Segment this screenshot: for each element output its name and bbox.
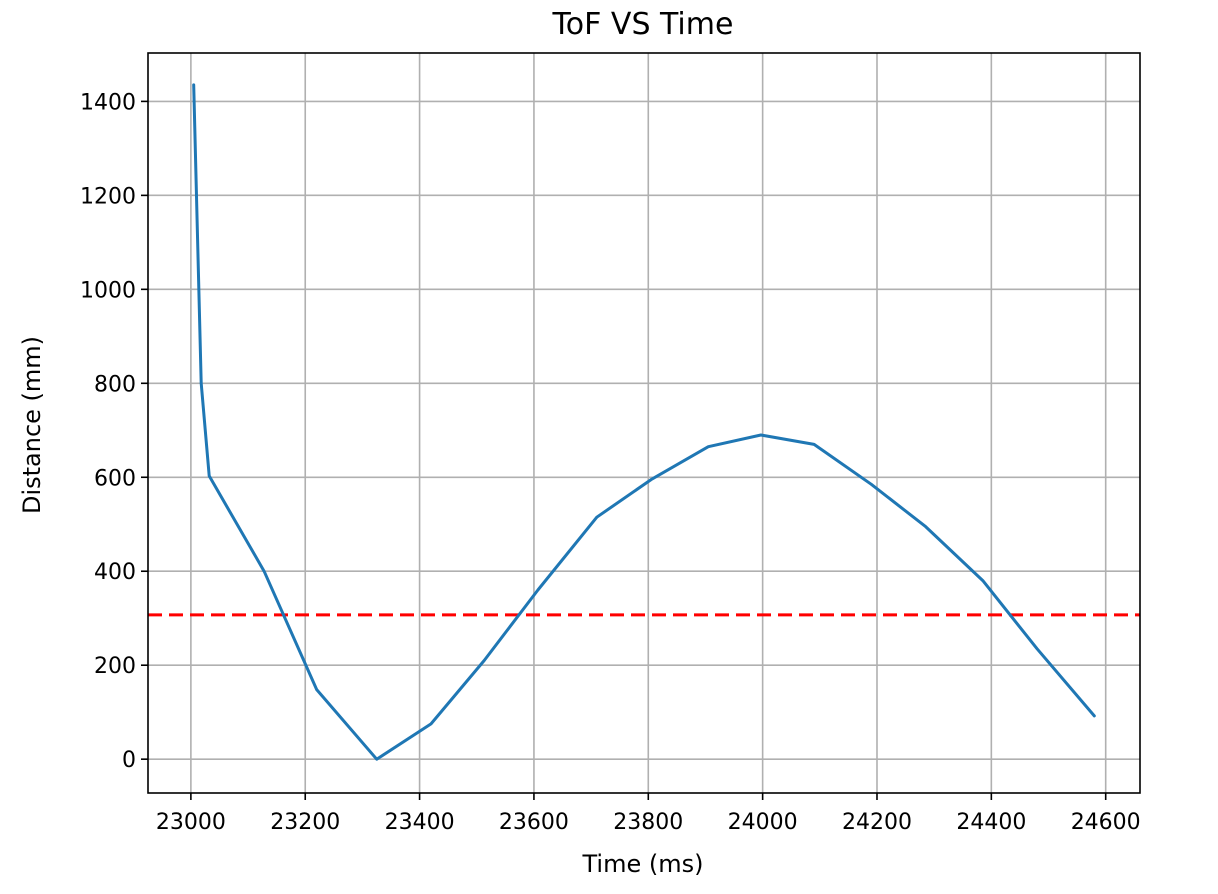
- data-point: [429, 722, 433, 726]
- plot-frame: [147, 52, 1141, 794]
- data-point: [812, 443, 816, 446]
- y-tick-label: 1000: [80, 278, 136, 303]
- data-point: [262, 570, 266, 573]
- data-point: [315, 688, 318, 691]
- x-tick-label: 24000: [728, 810, 798, 835]
- x-tick-label: 24200: [842, 810, 912, 835]
- x-tick-label: 23200: [270, 810, 340, 835]
- x-tick-label: 24600: [1071, 810, 1141, 835]
- data-point: [759, 433, 763, 437]
- data-point: [649, 478, 653, 481]
- y-axis-label: Distance (mm): [18, 336, 46, 514]
- x-tick-label: 23000: [156, 810, 226, 835]
- data-point: [981, 579, 984, 582]
- data-point: [707, 445, 710, 448]
- data-point: [207, 474, 211, 478]
- grid: [148, 53, 1140, 793]
- data-point: [595, 516, 599, 519]
- data-point: [1035, 647, 1039, 650]
- y-tick-label: 600: [94, 466, 136, 491]
- data-point: [870, 483, 873, 486]
- chart-title: ToF VS Time: [552, 7, 734, 42]
- data-point: [536, 588, 540, 592]
- y-tick-label: 200: [94, 654, 136, 679]
- data-point: [199, 382, 203, 385]
- series-layer: [192, 83, 1096, 761]
- y-tick-label: 400: [94, 560, 136, 585]
- x-tick-label: 24400: [956, 810, 1026, 835]
- x-tick-label: 23600: [499, 810, 569, 835]
- y-tick-label: 800: [94, 372, 136, 397]
- data-point: [482, 659, 486, 662]
- x-tick-label: 23800: [613, 810, 683, 835]
- data-point: [924, 525, 927, 528]
- data-point: [1093, 714, 1096, 718]
- y-tick-label: 1200: [80, 184, 136, 209]
- x-axis-label: Time (ms): [582, 850, 704, 878]
- data-point: [192, 83, 195, 87]
- data-point: [375, 757, 378, 761]
- axis-ticks: 23000 23200 23400 23600 23800 24000 24200 24400…: [80, 90, 1141, 835]
- y-tick-label: 0: [122, 748, 136, 773]
- y-tick-label: 1400: [80, 90, 136, 115]
- x-tick-label: 23400: [385, 810, 455, 835]
